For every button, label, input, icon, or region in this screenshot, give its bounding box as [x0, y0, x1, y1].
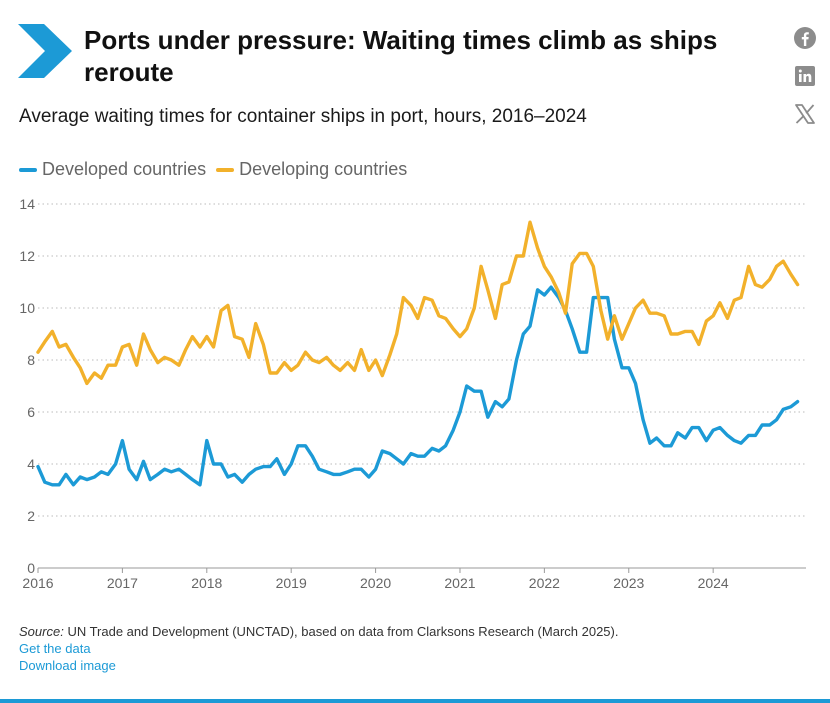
y-tick-label: 6 — [27, 404, 35, 420]
series-line-developing — [36, 220, 800, 386]
legend-label-developed: Developed countries — [42, 159, 207, 179]
y-tick-label: 4 — [27, 456, 35, 472]
chart-subtitle: Average waiting times for container ship… — [19, 106, 587, 127]
y-tick-label: 2 — [27, 508, 35, 524]
legend-swatch-developing — [216, 167, 235, 172]
bottom-accent-bar — [0, 699, 830, 703]
x-tick-label: 2018 — [191, 575, 222, 591]
linkedin-icon[interactable] — [792, 63, 818, 89]
legend-swatch-developed — [19, 167, 37, 172]
source-note: Source: UN Trade and Development (UNCTAD… — [19, 624, 618, 639]
legend-label-developing: Developing countries — [239, 159, 408, 179]
facebook-icon[interactable] — [792, 25, 818, 51]
chart-legend: Developed countries Developing countries — [19, 159, 417, 180]
y-axis-ticks: 0 2 4 6 8 10 12 14 — [19, 196, 35, 576]
x-axis-ticks: 2016 2017 2018 2019 2020 2021 2022 2023 2024 — [22, 568, 729, 591]
y-tick-label: 8 — [27, 352, 35, 368]
get-data-link[interactable]: Get the data — [19, 641, 91, 656]
y-tick-label: 12 — [19, 248, 35, 264]
x-tick-label: 2017 — [107, 575, 138, 591]
x-tick-label: 2022 — [529, 575, 560, 591]
x-tick-label: 2023 — [613, 575, 644, 591]
page-title: Ports under pressure: Waiting times clim… — [84, 25, 718, 87]
x-tick-label: 2024 — [698, 575, 729, 591]
grid-lines — [38, 203, 806, 569]
series-line-developed — [36, 285, 800, 487]
source-label: Source: — [19, 624, 64, 639]
y-tick-label: 0 — [27, 560, 35, 576]
x-tick-label: 2019 — [276, 575, 307, 591]
x-icon[interactable] — [792, 101, 818, 127]
series-lines — [36, 220, 800, 487]
x-tick-label: 2016 — [22, 575, 53, 591]
line-chart: 0 2 4 6 8 10 12 14 2016 2017 2018 2019 2020 2021 2022… — [19, 196, 806, 591]
y-tick-label: 14 — [19, 196, 35, 212]
x-tick-label: 2020 — [360, 575, 391, 591]
x-tick-label: 2021 — [444, 575, 475, 591]
chevron-logo-icon — [18, 24, 72, 78]
legend-item-developing: Developing countries — [216, 159, 407, 180]
download-image-link[interactable]: Download image — [19, 658, 116, 673]
source-text: UN Trade and Development (UNCTAD), based… — [67, 624, 619, 639]
legend-item-developed: Developed countries — [19, 159, 206, 180]
y-tick-label: 10 — [19, 300, 35, 316]
